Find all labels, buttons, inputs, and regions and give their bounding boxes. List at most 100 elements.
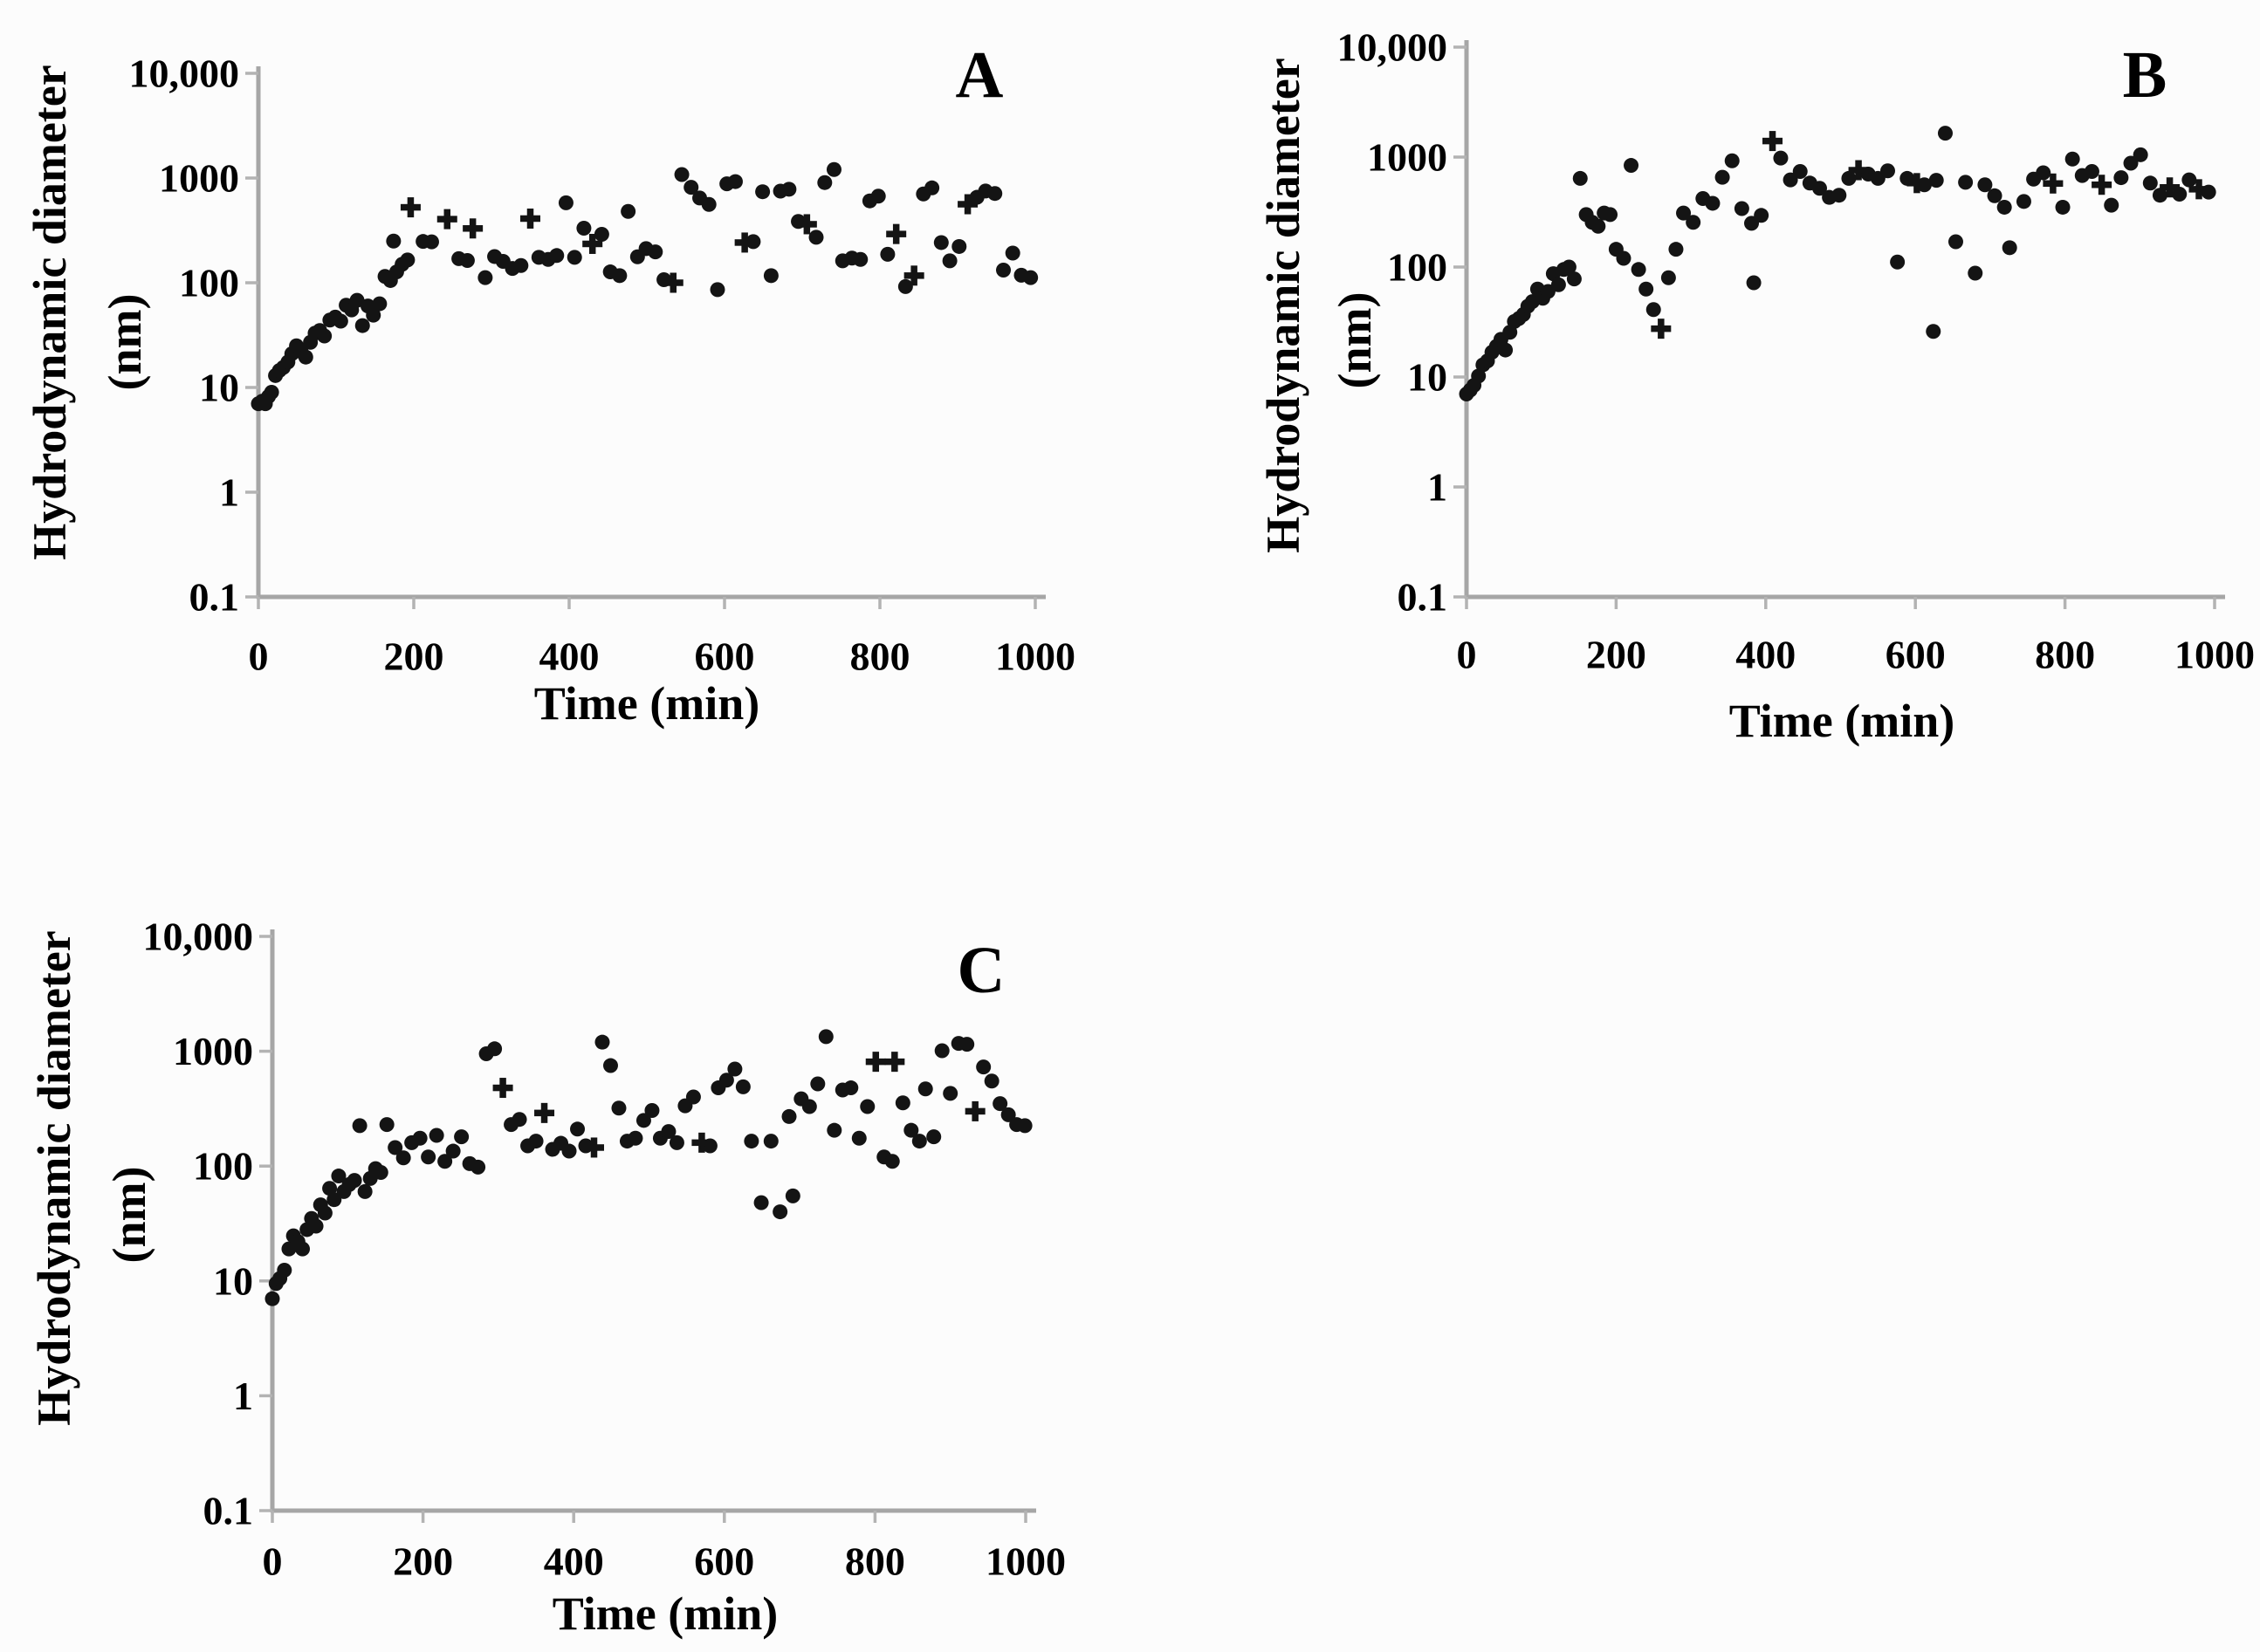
data-point-circle — [781, 1108, 797, 1124]
x-tick-label: 1000 — [2174, 633, 2255, 677]
y-tick-label: 1 — [219, 470, 239, 515]
data-point-circle — [1005, 245, 1020, 261]
data-point-circle — [911, 1134, 927, 1149]
data-point-circle — [1550, 277, 1566, 292]
y-tick-label: 100 — [193, 1144, 253, 1189]
data-point-circle — [594, 1034, 610, 1050]
data-point-circle — [437, 1154, 453, 1169]
data-point-circle — [674, 167, 690, 182]
data-point-circle — [843, 1080, 859, 1096]
y-tick-label: 1000 — [173, 1029, 253, 1073]
data-point-plus — [903, 265, 924, 286]
data-point-circle — [2036, 165, 2051, 181]
y-tick-label: 10,000 — [143, 915, 254, 959]
data-point-circle — [513, 257, 529, 273]
data-point-circle — [755, 184, 771, 200]
data-point-circle — [1023, 270, 1039, 285]
data-point-circle — [1734, 201, 1749, 216]
data-point-plus — [2092, 175, 2112, 195]
data-point-circle — [264, 1291, 280, 1306]
data-point-circle — [1937, 126, 1953, 141]
x-tick-label: 400 — [539, 634, 600, 679]
y-axis-title-line2: (nm) — [1329, 292, 1381, 389]
data-point-circle — [1812, 181, 1828, 196]
data-point-circle — [903, 1122, 919, 1138]
data-point-circle — [471, 1159, 486, 1175]
data-point-circle — [331, 1169, 347, 1184]
data-point-circle — [870, 189, 886, 204]
series-plus-markers — [1651, 131, 2209, 339]
data-point-circle — [763, 1134, 779, 1149]
data-point-circle — [853, 251, 869, 267]
data-point-circle — [1792, 163, 1808, 179]
data-point-plus — [958, 194, 979, 215]
data-point-circle — [612, 268, 628, 284]
data-point-circle — [984, 1073, 999, 1089]
y-tick-label: 1 — [1427, 465, 1447, 510]
series-plus-markers — [492, 1052, 986, 1158]
data-point-plus — [884, 1052, 905, 1073]
y-tick-label: 10,000 — [129, 51, 240, 96]
data-point-circle — [1498, 342, 1514, 358]
data-point-circle — [2152, 188, 2167, 203]
data-point-circle — [727, 174, 743, 189]
data-point-plus — [520, 208, 540, 229]
data-point-circle — [727, 1061, 743, 1077]
data-point-circle — [897, 278, 913, 294]
data-point-circle — [357, 1183, 373, 1199]
data-point-circle — [851, 1130, 867, 1146]
data-point-circle — [648, 244, 663, 260]
data-point-plus — [734, 232, 755, 253]
data-point-circle — [735, 1079, 751, 1094]
data-point-circle — [884, 1154, 900, 1169]
data-point-circle — [785, 1188, 800, 1203]
data-point-circle — [710, 282, 725, 298]
data-point-circle — [1746, 275, 1762, 291]
data-point-circle — [1616, 250, 1631, 266]
data-point-circle — [558, 195, 574, 210]
x-tick-label: 0 — [263, 1539, 283, 1584]
x-tick-label: 0 — [1457, 633, 1477, 677]
x-tick-label: 600 — [694, 1539, 754, 1584]
data-point-circle — [373, 1165, 388, 1181]
data-point-circle — [1668, 242, 1684, 257]
data-point-circle — [317, 1205, 333, 1221]
data-point-circle — [1572, 170, 1588, 186]
data-point-circle — [817, 175, 833, 190]
data-point-circle — [683, 180, 699, 195]
x-tick-label: 600 — [695, 634, 755, 679]
data-point-plus — [463, 218, 484, 239]
y-tick-label: 1 — [233, 1374, 253, 1418]
data-point-circle — [924, 180, 940, 195]
x-tick-label: 0 — [249, 634, 269, 679]
x-tick-label: 200 — [1586, 633, 1646, 677]
data-point-circle — [1841, 170, 1857, 186]
panel-C: 0.1 1 10 100 1000 10,000 0 200 400 600 800 1000 Hydr… — [28, 915, 1066, 1641]
data-point-circle — [808, 230, 824, 245]
data-point-circle — [1947, 234, 1963, 250]
data-point-plus — [796, 214, 817, 235]
data-point-circle — [567, 250, 582, 265]
data-point-circle — [354, 318, 370, 333]
data-point-circle — [602, 1058, 618, 1073]
data-point-plus — [400, 197, 421, 218]
y-tick-label: 100 — [179, 261, 239, 305]
x-axis-title: Time (min) — [534, 677, 759, 730]
data-point-circle — [2123, 155, 2139, 171]
data-point-plus — [492, 1078, 513, 1099]
data-point-circle — [1724, 153, 1740, 168]
x-tick-label: 800 — [845, 1539, 905, 1584]
data-point-circle — [445, 1143, 461, 1159]
data-point-circle — [773, 1204, 788, 1220]
y-tick-label: 10 — [199, 366, 239, 410]
data-point-plus — [865, 1052, 886, 1073]
data-point-circle — [2104, 197, 2119, 213]
data-point-circle — [993, 1096, 1008, 1112]
data-point-circle — [860, 1099, 876, 1114]
data-point-circle — [933, 235, 949, 250]
data-point-circle — [1879, 163, 1895, 179]
x-tick-label: 800 — [2035, 633, 2095, 677]
data-point-circle — [763, 268, 779, 284]
data-point-plus — [582, 233, 603, 254]
